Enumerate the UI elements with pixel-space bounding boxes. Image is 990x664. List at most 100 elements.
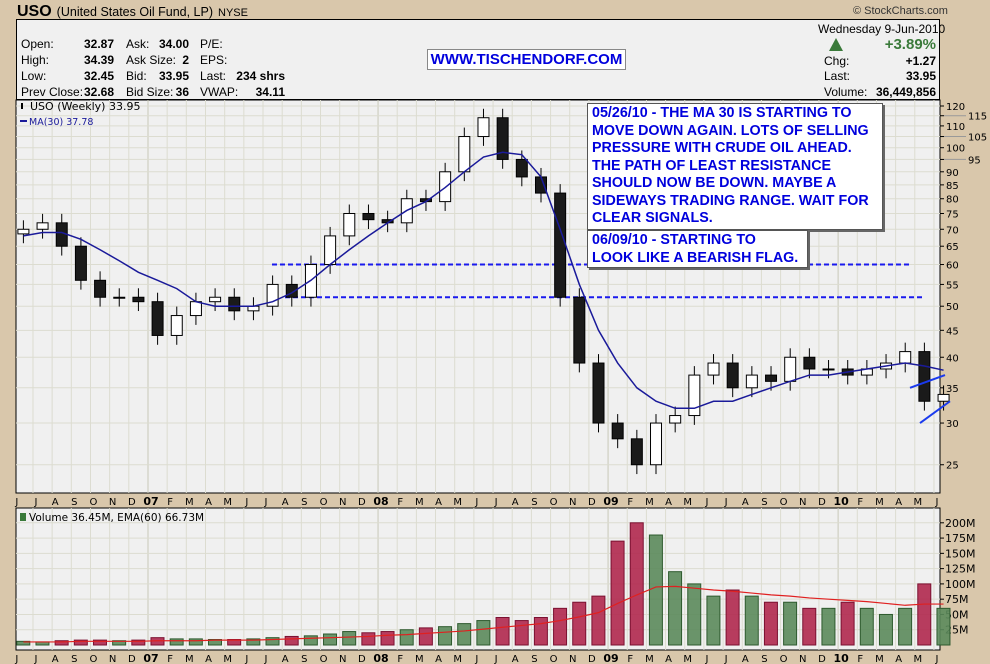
volume-bar [859,607,874,646]
volume-bar [533,617,548,646]
quote-value: 32.45 [83,69,114,83]
month-label: J [33,654,37,664]
volume-bar [73,639,88,646]
price-tick-label: 90 [946,168,959,179]
month-label: A [205,654,212,664]
month-label: M [415,654,424,664]
candle-body [630,438,643,466]
month-label: J [724,497,728,508]
month-label: M [913,654,922,664]
month-label: N [339,654,346,664]
month-label: N [569,497,576,508]
quote-label: VWAP: [200,85,239,99]
ema60-line [23,585,944,643]
volume-tick-label: 175M [945,532,976,545]
month-label: D [818,654,826,664]
month-label: S [761,497,767,508]
quote-date: Wednesday 9-Jun-2010 [818,22,946,36]
volume-bar [16,640,31,646]
volume-bar [284,635,299,646]
volume-bar [840,601,855,646]
month-label: J [33,497,37,508]
month-label: N [109,654,116,664]
volume-tick-label: 150M [945,547,976,560]
quote-label: Ask Size: [126,53,177,67]
month-label: M [645,497,654,508]
quote-value: 33.95 [158,69,189,83]
quote-value: 234 shrs [236,69,285,83]
summary-label: Volume: [824,85,868,99]
month-label: M [185,654,194,664]
annotation-note-2: 06/09/10 - STARTING TO LOOK LIKE A BEARI… [587,230,808,268]
flag-trendline [909,374,946,389]
volume-bar [706,595,721,646]
month-label: A [665,654,672,664]
month-label: J [264,497,268,508]
price-tick-label: 120 [946,102,965,113]
quote-label: EPS: [200,53,228,67]
month-label: M [453,654,462,664]
candle-body [534,176,547,194]
price-tick-label: 55 [946,280,959,291]
month-label: S [301,654,307,664]
month-label: 09 [603,652,618,664]
volume-bar [361,632,376,646]
summary-value: 33.95 [905,69,936,83]
volume-bar [208,639,222,646]
percent-change: +3.89% [884,36,936,53]
symbol: USO [17,3,52,20]
month-label: O [90,654,98,664]
up-triangle-icon [829,38,843,51]
month-label: A [742,497,749,508]
quote-value: 32.68 [83,85,114,99]
month-label: O [550,654,558,664]
month-label: 07 [143,495,158,508]
candle-body [765,374,778,382]
month-label: F [167,497,173,508]
month-label: J [244,654,248,664]
month-label: A [512,654,519,664]
volume-tick-label: 200M [945,517,976,530]
volume-bar [188,638,203,646]
month-label: A [282,497,289,508]
candle-body [554,192,567,298]
candle-body [94,279,107,298]
month-label: M [683,654,692,664]
month-label: M [875,654,884,664]
month-label: J [474,654,478,664]
month-label: M [913,497,922,508]
month-label: D [588,654,596,664]
candle-body [266,283,279,307]
candle-body [477,117,490,138]
website-label[interactable]: WWW.TISCHENDORF.COM [427,49,626,70]
month-label: O [320,497,328,508]
fund-name: (United States Oil Fund, LP) [56,5,213,19]
volume-bar [917,583,932,646]
month-label: N [799,497,806,508]
annotation-note-1: 05/26/10 - THE MA 30 IS STARTING TO MOVE… [587,103,883,230]
month-label: S [71,497,77,508]
candle-body [745,374,758,389]
volume-bar [821,607,836,646]
summary-value: 36,449,856 [875,85,936,99]
candle-body [918,351,931,402]
candle-body [36,222,49,230]
month-label: D [128,654,136,664]
candle-body [113,296,126,299]
volume-bar [591,595,606,646]
month-label: O [780,654,788,664]
price-tick-label: 100 [946,144,965,155]
volume-bar [54,640,69,646]
month-label: D [358,654,366,664]
month-label: F [397,497,403,508]
month-label: J [704,497,708,508]
price-legend: USO (Weekly) 33.95 [30,100,140,113]
month-label: 09 [603,495,618,508]
month-label: 10 [833,652,849,664]
candle-body [74,245,87,281]
month-label: S [301,497,307,508]
price-tick-label: 40 [946,353,959,364]
price-tick-label: 75 [946,209,959,220]
month-label: D [818,497,826,508]
quote-label: Prev Close: [21,85,84,99]
